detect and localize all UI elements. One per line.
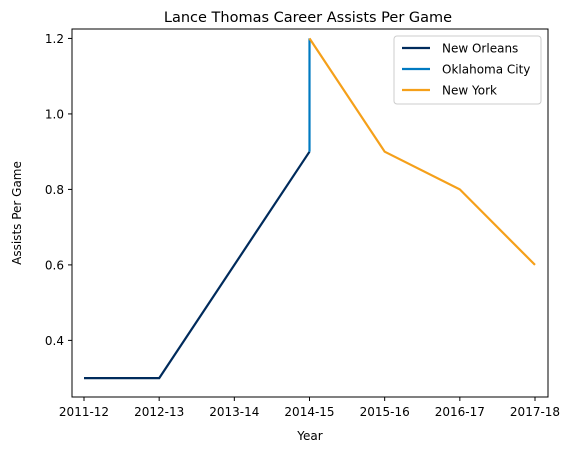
legend-label-1: Oklahoma City bbox=[442, 63, 530, 77]
x-tick-label: 2013-14 bbox=[209, 405, 259, 419]
x-tick-label: 2015-16 bbox=[360, 405, 410, 419]
y-axis: 0.4 0.6 0.8 1.0 1.2 bbox=[45, 32, 72, 348]
y-tick-label: 0.8 bbox=[45, 183, 64, 197]
chart-title: Lance Thomas Career Assists Per Game bbox=[164, 10, 452, 26]
legend-label-2: New York bbox=[442, 84, 497, 98]
y-tick-label: 0.4 bbox=[45, 334, 64, 348]
x-tick-label: 2011-12 bbox=[59, 405, 109, 419]
series-line-0 bbox=[84, 151, 311, 380]
legend-label-0: New Orleans bbox=[442, 42, 518, 56]
legend-box bbox=[393, 35, 542, 105]
series-line-2 bbox=[308, 37, 536, 266]
x-tick-label: 2017-18 bbox=[510, 405, 560, 419]
x-tick-label: 2014-15 bbox=[284, 405, 334, 419]
x-axis-label: Year bbox=[296, 429, 322, 443]
y-tick-label: 0.6 bbox=[45, 258, 64, 272]
legend: New Orleans Oklahoma City New York bbox=[393, 35, 542, 105]
y-tick-label: 1.0 bbox=[45, 107, 64, 121]
plot-lines bbox=[84, 37, 536, 380]
x-axis: 2011-12 2012-13 2013-14 2014-15 2015-16 2016-… bbox=[59, 397, 560, 419]
x-tick-label: 2016-17 bbox=[435, 405, 485, 419]
y-tick-label: 1.2 bbox=[45, 32, 64, 46]
y-axis-label: Assists Per Game bbox=[10, 161, 24, 265]
x-tick-label: 2012-13 bbox=[134, 405, 184, 419]
